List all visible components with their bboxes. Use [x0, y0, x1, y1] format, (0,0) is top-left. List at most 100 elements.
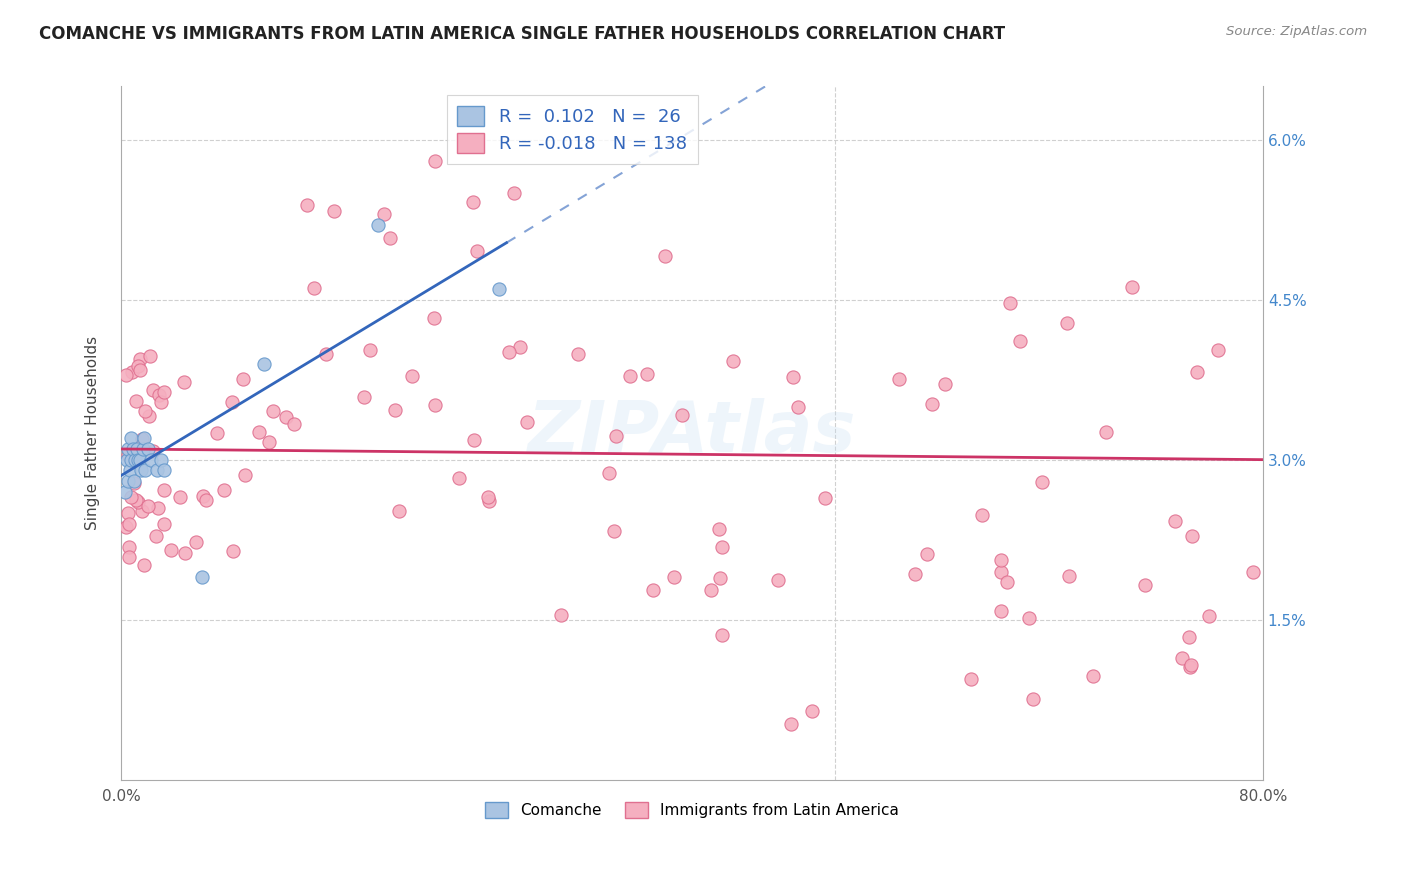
Point [117, 506, 139, 520]
Point [233, 467, 256, 482]
Point [373, 207, 395, 221]
Point [136, 442, 159, 456]
Point [121, 365, 143, 379]
Point [150, 452, 173, 467]
Point [453, 112, 475, 126]
Point [1095, 425, 1118, 439]
Point [605, 429, 627, 443]
Point [502, 186, 524, 200]
Point [1198, 609, 1220, 624]
Point [388, 504, 411, 518]
Point [461, 195, 484, 210]
Point [800, 704, 823, 718]
Point [120, 431, 142, 445]
Point [173, 375, 195, 389]
Point [191, 570, 214, 584]
Point [921, 397, 943, 411]
Y-axis label: Single Father Households: Single Father Households [86, 336, 100, 530]
Point [1181, 529, 1204, 543]
Point [128, 362, 150, 376]
Point [136, 500, 159, 514]
Point [131, 432, 153, 446]
Point [118, 541, 141, 555]
Point [262, 404, 284, 418]
Point [134, 404, 156, 418]
Point [463, 433, 485, 447]
Point [283, 417, 305, 431]
Point [425, 154, 447, 169]
Point [1057, 569, 1080, 583]
Point [509, 340, 531, 354]
Point [567, 347, 589, 361]
Point [129, 463, 152, 477]
Point [782, 370, 804, 384]
Point [253, 357, 276, 371]
Point [1171, 650, 1194, 665]
Point [120, 490, 142, 504]
Point [498, 345, 520, 359]
Point [723, 354, 745, 368]
Point [152, 516, 174, 531]
Point [249, 425, 271, 440]
Point [142, 443, 165, 458]
Point [149, 394, 172, 409]
Point [115, 452, 138, 467]
Point [117, 448, 139, 462]
Text: COMANCHE VS IMMIGRANTS FROM LATIN AMERICA SINGLE FATHER HOUSEHOLDS CORRELATION C: COMANCHE VS IMMIGRANTS FROM LATIN AMERIC… [39, 25, 1005, 43]
Point [1241, 565, 1264, 579]
Point [117, 517, 139, 532]
Point [134, 558, 156, 573]
Point [654, 249, 676, 263]
Point [662, 569, 685, 583]
Point [449, 471, 471, 485]
Point [550, 607, 572, 622]
Point [619, 369, 641, 384]
Point [1206, 343, 1229, 357]
Point [138, 409, 160, 423]
Point [707, 522, 730, 536]
Point [122, 474, 145, 488]
Point [1178, 660, 1201, 674]
Point [1135, 577, 1157, 591]
Legend: Comanche, Immigrants from Latin America: Comanche, Immigrants from Latin America [479, 796, 905, 824]
Point [131, 504, 153, 518]
Point [127, 495, 149, 509]
Point [1178, 630, 1201, 644]
Point [477, 490, 499, 504]
Point [380, 230, 402, 244]
Point [1010, 334, 1032, 348]
Point [148, 388, 170, 402]
Point [904, 566, 927, 581]
Point [118, 463, 141, 477]
Point [184, 534, 207, 549]
Point [127, 452, 149, 467]
Point [124, 476, 146, 491]
Point [323, 204, 346, 219]
Point [114, 484, 136, 499]
Text: Source: ZipAtlas.com: Source: ZipAtlas.com [1226, 25, 1367, 38]
Point [315, 347, 337, 361]
Point [124, 452, 146, 467]
Point [114, 368, 136, 383]
Text: ZIPAtlas: ZIPAtlas [527, 399, 856, 467]
Point [302, 281, 325, 295]
Point [401, 369, 423, 384]
Point [516, 415, 538, 429]
Point [671, 408, 693, 422]
Point [132, 431, 155, 445]
Point [174, 546, 197, 560]
Point [120, 452, 142, 467]
Point [887, 372, 910, 386]
Point [142, 383, 165, 397]
Point [221, 394, 243, 409]
Point [169, 490, 191, 504]
Point [960, 672, 983, 686]
Point [274, 409, 297, 424]
Point [129, 352, 152, 367]
Point [257, 434, 280, 449]
Point [124, 492, 146, 507]
Point [814, 491, 837, 505]
Point [710, 628, 733, 642]
Point [125, 442, 148, 456]
Point [990, 603, 1012, 617]
